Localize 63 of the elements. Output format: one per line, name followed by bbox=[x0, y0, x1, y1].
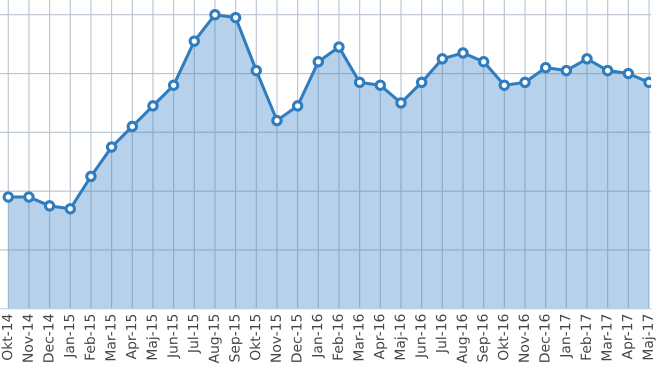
point bbox=[271, 114, 283, 126]
point bbox=[2, 191, 14, 203]
x-tick-label: Feb-17 bbox=[580, 314, 592, 360]
x-tick-label: Nov-15 bbox=[270, 314, 281, 362]
x-tick-label: Jan-17 bbox=[560, 314, 573, 358]
point bbox=[44, 200, 56, 212]
x-tick-label: Sep-15 bbox=[229, 314, 242, 362]
point bbox=[457, 47, 469, 59]
x-tick-label: Mar-16 bbox=[353, 314, 364, 360]
x-tick-label: Apr-15 bbox=[126, 314, 140, 360]
x-tick-label: Feb-15 bbox=[84, 314, 95, 360]
point bbox=[478, 56, 490, 68]
point bbox=[602, 64, 614, 76]
point bbox=[354, 76, 366, 88]
x-tick-label: Apr-16 bbox=[374, 314, 388, 360]
point bbox=[540, 62, 552, 74]
x-tick-label: Dec-15 bbox=[291, 314, 302, 362]
x-tick-label: Mar-15 bbox=[105, 314, 116, 360]
point bbox=[374, 80, 386, 91]
point bbox=[147, 100, 159, 112]
point bbox=[250, 64, 262, 76]
x-tick-label: Maj-17 bbox=[642, 314, 656, 360]
point bbox=[209, 9, 221, 20]
x-tick-label: Jan-15 bbox=[64, 314, 77, 358]
point bbox=[581, 53, 593, 65]
point bbox=[23, 191, 35, 203]
x-tick-label: Sep-16 bbox=[477, 314, 490, 362]
x-tick-label: Mar-17 bbox=[601, 314, 612, 360]
point bbox=[85, 170, 97, 182]
x-tick-label: Maj-15 bbox=[146, 314, 160, 360]
point bbox=[498, 80, 510, 91]
x-tick-label: Okt-15 bbox=[250, 314, 260, 360]
x-tick-label: Feb-16 bbox=[332, 314, 344, 360]
point bbox=[333, 41, 345, 53]
x-tick-label: Dec-14 bbox=[43, 314, 54, 362]
x-tick-label: Okt-16 bbox=[498, 314, 508, 360]
x-tick-label: Jul-15 bbox=[188, 314, 201, 354]
point bbox=[188, 35, 200, 47]
point bbox=[106, 141, 118, 153]
x-tick-label: Aug-15 bbox=[208, 314, 222, 364]
x-tick-label: Jul-16 bbox=[436, 314, 449, 354]
x-tick-label: Aug-16 bbox=[456, 314, 470, 364]
point bbox=[622, 68, 634, 80]
x-tick-label: Jan-16 bbox=[312, 314, 325, 358]
point bbox=[436, 53, 448, 65]
point bbox=[519, 76, 531, 88]
point bbox=[560, 64, 572, 76]
point bbox=[64, 203, 76, 214]
x-tick-label: Nov-14 bbox=[22, 314, 33, 362]
x-tick-label: Dec-16 bbox=[539, 314, 550, 362]
x-tick-label: Jun-15 bbox=[167, 314, 180, 359]
x-tick-label: Apr-17 bbox=[622, 314, 636, 360]
x-tick-label: Maj-16 bbox=[394, 314, 408, 360]
point bbox=[168, 80, 180, 91]
point bbox=[312, 56, 324, 68]
x-tick-label: Nov-16 bbox=[518, 314, 530, 362]
x-tick-label: Okt-14 bbox=[2, 314, 12, 360]
x-tick-label: Jun-16 bbox=[415, 314, 428, 359]
point bbox=[416, 76, 428, 88]
point bbox=[230, 12, 242, 24]
point bbox=[395, 97, 407, 109]
point bbox=[126, 120, 138, 132]
point bbox=[292, 100, 304, 112]
